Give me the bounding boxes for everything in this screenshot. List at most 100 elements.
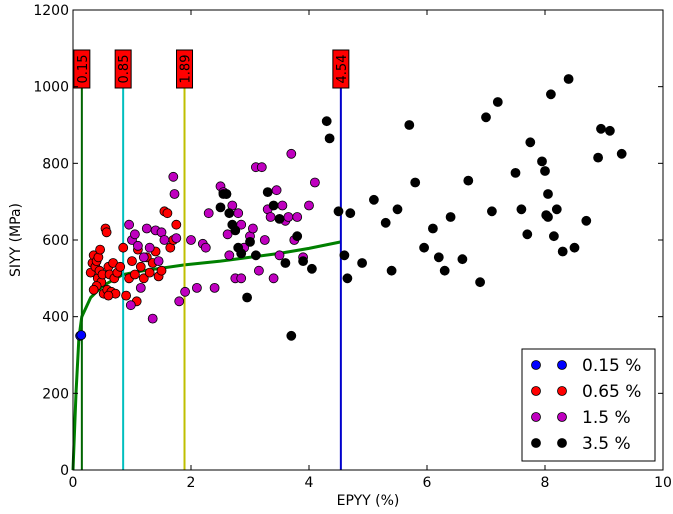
data-point [286, 148, 297, 159]
data-point [309, 177, 320, 188]
data-point [593, 152, 603, 163]
data-point [410, 177, 421, 188]
data-point [245, 236, 255, 247]
legend-marker [531, 360, 541, 370]
threshold-label-text: 0.15 [76, 55, 91, 84]
data-point [124, 219, 135, 230]
legend-marker [531, 438, 541, 448]
data-point [357, 258, 368, 268]
data-point [144, 267, 155, 278]
data-point [135, 282, 146, 293]
data-point [457, 254, 468, 265]
threshold-label-text: 0.85 [117, 55, 132, 84]
data-point [268, 200, 279, 211]
legend-label: 0.15 % [582, 356, 641, 376]
data-point [304, 200, 314, 211]
data-point [345, 208, 356, 219]
data-point [144, 242, 155, 253]
series-0 [75, 330, 87, 341]
data-point [247, 223, 258, 234]
data-point [236, 273, 247, 284]
threshold-label-4.54: 4.54 [332, 49, 350, 89]
data-point [127, 256, 137, 267]
series-3 [215, 74, 627, 341]
data-point [215, 202, 226, 213]
data-point [138, 273, 149, 284]
data-point [159, 235, 170, 245]
data-point [76, 330, 87, 341]
data-point [268, 273, 279, 284]
threshold-label-text: 1.89 [179, 55, 194, 84]
data-point [274, 213, 285, 224]
data-point [333, 206, 344, 217]
y-tick-label: 1200 [33, 3, 69, 19]
x-tick-label: 0 [69, 475, 78, 491]
data-point [259, 235, 270, 245]
data-point [88, 284, 99, 295]
x-tick-label: 2 [187, 475, 196, 491]
series-1 [85, 206, 182, 307]
data-point [274, 250, 285, 261]
data-point [221, 189, 232, 199]
data-points-group [75, 74, 627, 341]
legend-label: 0.65 % [582, 382, 641, 402]
data-point [115, 261, 126, 272]
data-point [516, 204, 527, 215]
data-point [147, 313, 158, 324]
data-point [138, 252, 149, 263]
data-point [543, 189, 553, 199]
data-point [191, 282, 202, 293]
data-point [153, 256, 164, 267]
data-point [339, 250, 350, 261]
data-point [510, 167, 521, 178]
data-point [168, 171, 179, 182]
data-point [525, 137, 536, 148]
data-point [280, 258, 291, 268]
threshold-label-box [114, 49, 132, 89]
y-tick-label: 600 [42, 233, 69, 249]
data-point [324, 133, 335, 144]
data-point [492, 97, 503, 107]
y-tick-label: 800 [42, 156, 69, 172]
data-point [569, 242, 580, 253]
x-tick-label: 8 [541, 475, 550, 491]
data-point [433, 252, 444, 263]
y-tick-label: 1000 [33, 80, 69, 96]
data-point [551, 204, 562, 215]
data-point [135, 261, 146, 272]
data-point [616, 148, 627, 159]
data-point [463, 175, 474, 186]
data-point [118, 242, 129, 253]
data-point [162, 208, 173, 219]
axes-group: 0 2 4 6 8 10 0 200 400 600 800 1000 1200 [33, 3, 672, 491]
data-point [129, 229, 140, 240]
data-point [253, 265, 264, 276]
data-point [605, 125, 615, 136]
threshold-label-box [332, 49, 350, 89]
y-tick-label: 200 [42, 386, 69, 402]
data-point [286, 330, 297, 341]
legend-box [521, 348, 656, 462]
data-point [129, 269, 140, 280]
legend-marker [557, 438, 567, 448]
legend-marker [531, 386, 541, 396]
data-point [103, 290, 114, 301]
data-point [392, 204, 403, 215]
data-point [368, 194, 379, 205]
x-tick-label: 6 [423, 475, 432, 491]
data-point [200, 242, 211, 253]
threshold-label-box [176, 49, 194, 89]
threshold-label-0.15: 0.15 [73, 49, 91, 89]
legend-item: 3.5 % [531, 434, 631, 454]
data-point [101, 227, 112, 238]
data-point [171, 233, 182, 244]
data-point [256, 162, 267, 173]
data-point [186, 235, 196, 245]
legend-label: 1.5 % [582, 408, 631, 428]
series-2 [124, 148, 320, 324]
data-point [342, 273, 353, 284]
data-point [543, 212, 553, 222]
threshold-label-0.85: 0.85 [114, 49, 132, 89]
data-point [95, 244, 105, 255]
